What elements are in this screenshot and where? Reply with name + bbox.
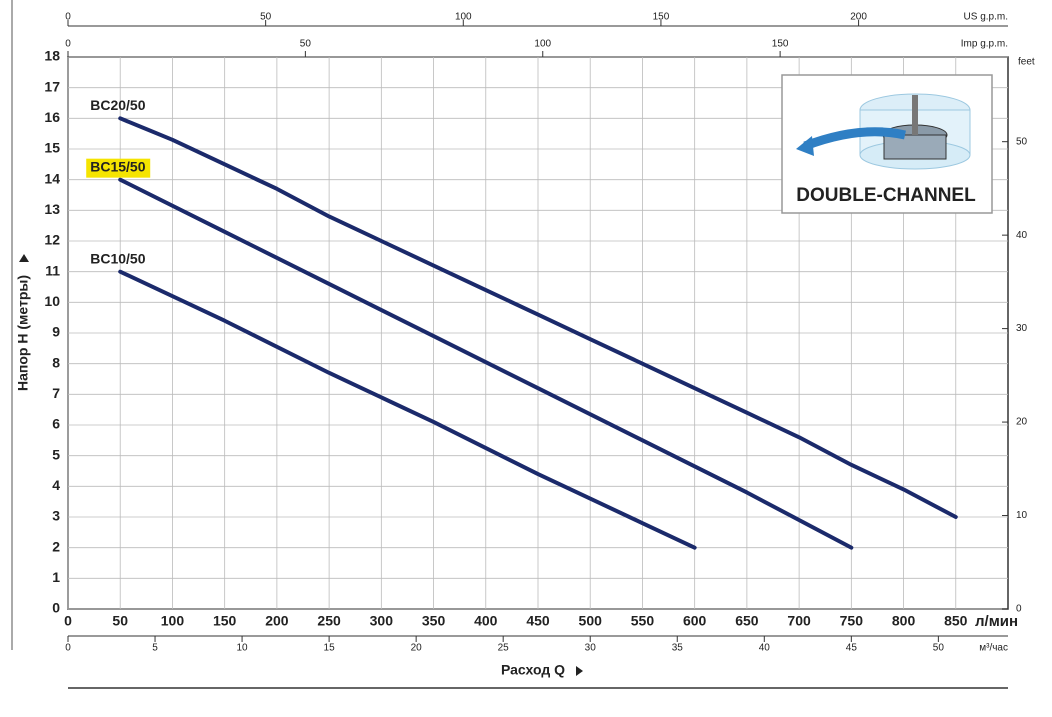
- secondary-tick-label: 15: [324, 643, 336, 654]
- y2-tick-label: 40: [1016, 230, 1028, 241]
- y-tick-label: 12: [44, 232, 60, 248]
- y-tick-label: 10: [44, 293, 60, 309]
- axis-unit: feet: [1018, 57, 1035, 68]
- series-line: [118, 116, 958, 519]
- y-axis-title: Напор Н (метры): [15, 275, 31, 391]
- series-line: [118, 269, 697, 550]
- y-tick-label: 5: [52, 446, 60, 462]
- x-tick-label: 750: [840, 613, 864, 629]
- series-line: [118, 177, 854, 550]
- axis-unit: м³/час: [979, 643, 1008, 654]
- label-highlight: [86, 158, 151, 178]
- y-tick-label: 7: [52, 385, 60, 401]
- secondary-tick-label: 45: [846, 643, 858, 654]
- x-tick-label: 450: [526, 613, 550, 629]
- y2-tick-label: 0: [1016, 604, 1022, 615]
- shaft: [912, 95, 918, 135]
- secondary-tick-label: 0: [65, 39, 71, 50]
- secondary-tick-label: 100: [455, 12, 472, 23]
- impeller: [883, 134, 947, 160]
- flow-arrow: [796, 136, 814, 156]
- y-tick-label: 15: [44, 140, 60, 156]
- secondary-tick-label: 150: [772, 39, 789, 50]
- series-label: BC10/50: [90, 250, 145, 266]
- x-tick-label: 500: [579, 613, 603, 629]
- y2-tick-label: 10: [1016, 510, 1028, 521]
- y-tick-label: 2: [52, 538, 60, 554]
- secondary-tick-label: 150: [653, 12, 670, 23]
- y-tick-label: 9: [52, 324, 60, 340]
- x-tick-label: 550: [631, 613, 655, 629]
- x-unit: л/мин: [975, 613, 1018, 630]
- secondary-tick-label: 50: [260, 12, 272, 23]
- y-tick-label: 18: [44, 48, 60, 64]
- x-tick-label: 300: [370, 613, 394, 629]
- y-tick-label: 4: [52, 477, 60, 493]
- secondary-tick-label: 35: [672, 643, 684, 654]
- x-tick-label: 200: [265, 613, 289, 629]
- secondary-tick-label: 40: [759, 643, 771, 654]
- y-tick-label: 8: [52, 354, 60, 370]
- x-tick-label: 850: [944, 613, 968, 629]
- inset: DOUBLE-CHANNEL: [781, 74, 993, 214]
- x-tick-label: 350: [422, 613, 446, 629]
- x-tick-label: 400: [474, 613, 498, 629]
- secondary-tick-label: 100: [534, 39, 551, 50]
- y-tick-label: 1: [52, 569, 60, 585]
- x-tick-label: 650: [735, 613, 759, 629]
- secondary-tick-label: 5: [152, 643, 158, 654]
- y-tick-label: 6: [52, 416, 60, 432]
- y-tick-label: 13: [44, 201, 60, 217]
- x-tick-label: 600: [683, 613, 707, 629]
- y2-tick-label: 30: [1016, 323, 1028, 334]
- y-tick-label: 14: [44, 170, 60, 186]
- x-axis-title: Расход Q: [501, 662, 565, 678]
- axis-arrow: [19, 254, 29, 262]
- secondary-tick-label: 50: [300, 39, 312, 50]
- secondary-tick-label: 50: [933, 643, 945, 654]
- grid: [67, 56, 1008, 610]
- x-tick-label: 50: [112, 613, 128, 629]
- secondary-tick-label: 20: [411, 643, 423, 654]
- y-tick-label: 3: [52, 508, 60, 524]
- secondary-tick-label: 30: [585, 643, 597, 654]
- x-tick-label: 700: [787, 613, 811, 629]
- x-tick-label: 150: [213, 613, 237, 629]
- axis-unit: US g.p.m.: [964, 12, 1008, 23]
- y-tick-label: 16: [44, 109, 60, 125]
- x-tick-label: 0: [64, 613, 72, 629]
- flow-arrow: [803, 127, 906, 151]
- series-label: BC20/50: [90, 97, 145, 113]
- x-tick-label: 800: [892, 613, 916, 629]
- x-tick-label: 250: [317, 613, 341, 629]
- x-tick-label: 100: [161, 613, 185, 629]
- axis-unit: Imp g.p.m.: [961, 39, 1008, 50]
- inset-text: DOUBLE-CHANNEL: [796, 185, 976, 206]
- y-tick-label: 17: [44, 78, 60, 94]
- secondary-tick-label: 10: [237, 643, 249, 654]
- secondary-tick-label: 0: [65, 643, 71, 654]
- secondary-tick-label: 0: [65, 12, 71, 23]
- secondary-tick-label: 25: [498, 643, 510, 654]
- y2-tick-label: 50: [1016, 136, 1028, 147]
- series-label: BC15/50: [90, 158, 145, 174]
- secondary-tick-label: 200: [850, 12, 867, 23]
- y2-tick-label: 20: [1016, 417, 1028, 428]
- y-tick-label: 0: [52, 600, 60, 616]
- y-tick-label: 11: [45, 262, 60, 278]
- axis-arrow: [576, 666, 583, 676]
